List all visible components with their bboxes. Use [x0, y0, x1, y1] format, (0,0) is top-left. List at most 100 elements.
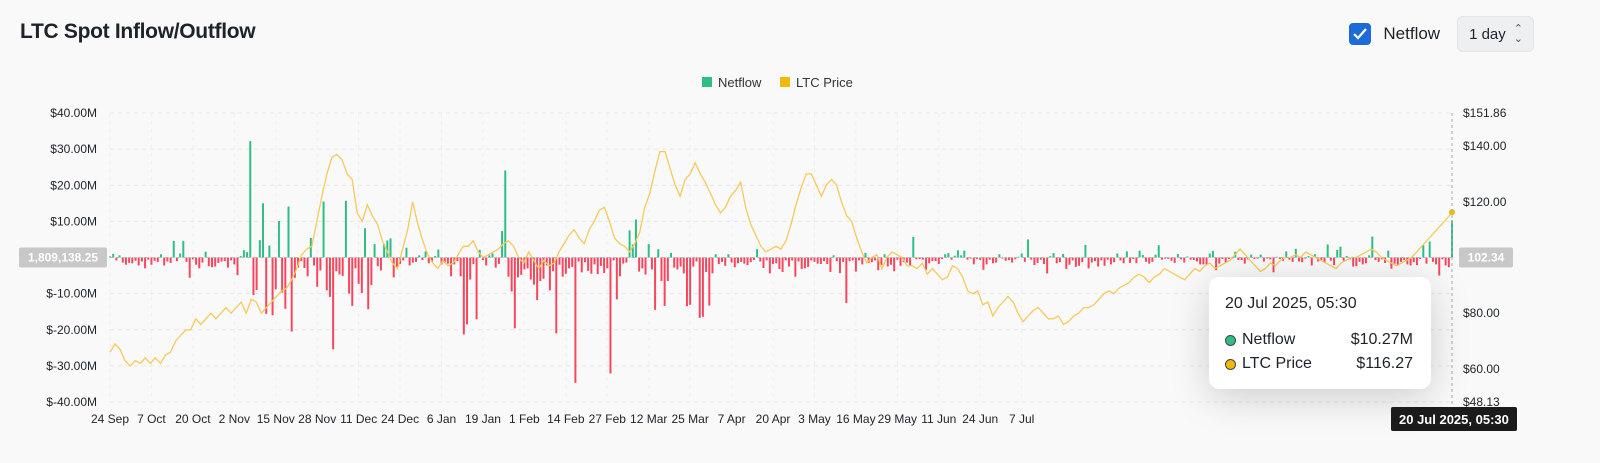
netflow-bar: [344, 200, 347, 258]
netflow-bar: [536, 257, 539, 301]
netflow-bar: [1339, 246, 1342, 258]
netflow-bar: [348, 257, 351, 294]
legend-label[interactable]: LTC Price: [796, 75, 853, 90]
netflow-bar: [1068, 257, 1071, 265]
netflow-bar: [666, 257, 669, 281]
netflow-bar: [619, 257, 622, 277]
netflow-bar: [383, 244, 386, 258]
netflow-bar: [625, 257, 628, 263]
netflow-bar: [198, 257, 201, 269]
netflow-bar: [1243, 257, 1246, 264]
y2-axis-tick-label: $48.13: [1463, 395, 1500, 409]
netflow-bar: [593, 257, 596, 265]
netflow-bar: [1042, 257, 1045, 264]
netflow-bar: [1116, 253, 1119, 258]
netflow-bar: [685, 257, 688, 307]
netflow-bar: [794, 257, 797, 277]
netflow-bar: [411, 257, 414, 263]
netflow-bar: [733, 257, 736, 268]
netflow-bar: [1307, 256, 1310, 258]
tooltip-row-netflow: Netflow $10.27M: [1225, 331, 1413, 349]
netflow-bar: [1256, 257, 1259, 259]
netflow-bar: [1125, 251, 1128, 258]
legend-label[interactable]: Netflow: [718, 75, 762, 90]
tooltip-title: 20 Jul 2025, 05:30: [1225, 295, 1357, 312]
netflow-bar: [963, 250, 966, 258]
netflow-bar: [622, 257, 625, 264]
netflow-bar: [144, 257, 147, 269]
netflow-bar: [271, 257, 274, 316]
netflow-bar: [182, 240, 185, 258]
netflow-bar: [418, 255, 421, 258]
netflow-bar: [568, 257, 571, 269]
netflow-bar: [1253, 257, 1256, 259]
netflow-bar: [979, 257, 982, 261]
netflow-bar: [1186, 256, 1189, 258]
x-axis-tick-label: 7 Jul: [1009, 412, 1034, 426]
legend-swatch: [780, 77, 790, 87]
netflow-bar: [1033, 257, 1036, 266]
x-axis-tick-label: 16 May: [836, 412, 875, 426]
tooltip-row-value: $10.27M: [1350, 331, 1413, 348]
netflow-bar: [1406, 257, 1409, 265]
netflow-bar: [641, 257, 644, 269]
netflow-bar: [1368, 255, 1371, 258]
netflow-bar: [950, 257, 953, 260]
netflow-bar: [491, 253, 494, 258]
netflow-bar: [657, 249, 660, 258]
netflow-bar: [1211, 251, 1214, 258]
netflow-bar: [803, 257, 806, 269]
netflow-bar: [1199, 257, 1202, 265]
y-axis-tick-label: $20.00M: [50, 178, 97, 192]
x-axis-tick-label: 20 Apr: [756, 412, 791, 426]
netflow-bar: [191, 257, 194, 260]
netflow-bar: [226, 257, 229, 268]
netflow-bar: [845, 257, 848, 304]
netflow-bar: [705, 257, 708, 272]
x-axis-tick-label: 14 Feb: [547, 412, 585, 426]
y-axis-tick-label: $-20.00M: [46, 323, 97, 337]
netflow-bar: [443, 257, 446, 263]
netflow-bar: [870, 257, 873, 263]
netflow-bar: [1205, 257, 1208, 265]
netflow-bar: [721, 257, 724, 262]
netflow-bar: [472, 257, 475, 264]
netflow-bar: [1167, 257, 1170, 259]
netflow-bar: [239, 256, 242, 258]
netflow-bar: [800, 257, 803, 270]
netflow-bar: [1377, 257, 1380, 262]
netflow-bar: [1014, 257, 1017, 260]
netflow-bar: [768, 257, 771, 274]
netflow-bar: [921, 257, 924, 260]
x-axis-tick-label: 27 Feb: [589, 412, 627, 426]
netflow-bar: [1444, 257, 1447, 266]
netflow-bar: [188, 257, 191, 278]
netflow-bar: [236, 257, 239, 276]
netflow-bar: [427, 257, 430, 264]
netflow-bar: [109, 256, 111, 258]
netflow-bar: [1084, 244, 1087, 258]
netflow-bar: [1027, 239, 1030, 258]
netflow-bar: [1451, 220, 1453, 258]
netflow-bar: [1023, 257, 1026, 262]
netflow-bar: [877, 257, 880, 271]
netflow-bar: [1196, 257, 1198, 262]
netflow-bar: [1412, 257, 1415, 263]
netflow-bar: [1393, 257, 1396, 264]
y-axis-tick-label: $10.00M: [50, 214, 97, 228]
netflow-bar: [255, 257, 258, 291]
netflow-bar: [1170, 257, 1173, 261]
netflow-checkbox-label[interactable]: Netflow: [1383, 24, 1441, 43]
netflow-checkbox[interactable]: [1349, 23, 1372, 45]
netflow-bar: [121, 257, 124, 263]
x-axis-tick-label: 11 Dec: [340, 412, 377, 426]
netflow-bar: [392, 257, 395, 278]
netflow-bar: [615, 257, 618, 300]
netflow-bar: [424, 251, 427, 258]
netflow-bar: [211, 257, 213, 268]
netflow-bar: [708, 257, 711, 306]
netflow-bar: [813, 257, 816, 262]
interval-select[interactable]: 1 day ⌃ ⌄: [1457, 16, 1534, 52]
netflow-bar: [1336, 249, 1339, 258]
